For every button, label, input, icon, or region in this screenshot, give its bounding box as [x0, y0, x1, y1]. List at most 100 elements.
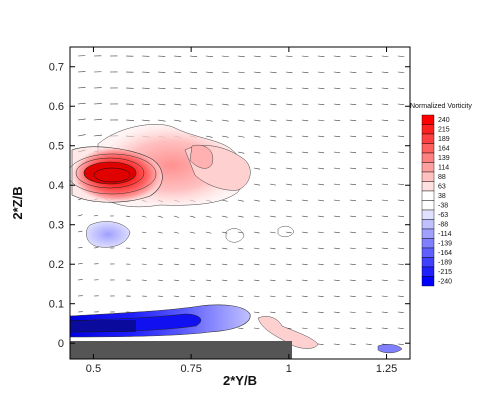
velocity-vector [237, 151, 245, 154]
velocity-vector [317, 135, 325, 138]
velocity-vector [253, 151, 261, 154]
velocity-vector [269, 215, 276, 218]
wing-leading-strip [70, 320, 136, 332]
velocity-vector [365, 87, 373, 90]
velocity-vector [349, 247, 356, 250]
velocity-vector [189, 295, 196, 297]
velocity-vector [333, 103, 341, 106]
velocity-vector [253, 87, 261, 90]
velocity-vector [397, 215, 404, 217]
velocity-vector [269, 263, 276, 266]
velocity-vector [333, 151, 341, 154]
velocity-vector [381, 263, 388, 265]
y-tick-label: 0 [58, 338, 64, 350]
velocity-vector [381, 87, 389, 89]
velocity-vector [269, 87, 277, 90]
legend-swatch [421, 162, 435, 173]
velocity-vector [157, 231, 163, 234]
velocity-vector [301, 183, 308, 186]
velocity-vector [285, 135, 293, 138]
velocity-vector [349, 119, 357, 122]
velocity-vector [349, 55, 357, 57]
velocity-vector [237, 71, 245, 74]
velocity-vector [365, 167, 373, 170]
velocity-vector [301, 263, 308, 266]
y-tick-label: 0.2 [49, 259, 64, 271]
velocity-vector [221, 231, 228, 234]
velocity-vector [333, 215, 340, 218]
velocity-vector [141, 231, 147, 234]
velocity-vector [173, 55, 182, 57]
velocity-vector [269, 167, 277, 170]
velocity-vector [221, 135, 229, 138]
velocity-vector [381, 295, 388, 297]
velocity-vector [269, 183, 276, 186]
velocity-vector [77, 134, 86, 137]
velocity-vector [237, 279, 244, 282]
velocity-vector [349, 135, 357, 138]
velocity-vector [141, 215, 147, 218]
negative-boundary-layer-inner [70, 313, 202, 333]
velocity-vector [381, 119, 389, 122]
velocity-vector [301, 87, 309, 90]
velocity-vector [269, 55, 277, 58]
velocity-vector [157, 263, 163, 265]
velocity-vector [301, 55, 309, 58]
velocity-vector [333, 263, 340, 266]
velocity-vector [381, 135, 389, 138]
legend-swatch [421, 124, 435, 135]
velocity-vector [237, 87, 245, 90]
velocity-vector [317, 231, 324, 234]
velocity-vector [205, 135, 213, 138]
velocity-vector [77, 230, 83, 233]
legend-swatch [421, 143, 435, 154]
velocity-vector [269, 103, 277, 106]
velocity-vector [269, 135, 277, 138]
velocity-vector [301, 279, 308, 282]
small-contour-b [277, 225, 295, 237]
legend-swatch [421, 181, 435, 192]
velocity-vector [349, 295, 356, 297]
legend-level-label: 215 [438, 127, 450, 134]
velocity-vector [397, 279, 404, 281]
legend-swatch [421, 209, 435, 220]
velocity-vector [317, 87, 325, 90]
velocity-vector [237, 103, 245, 106]
velocity-vector [349, 311, 356, 313]
velocity-vector [333, 231, 340, 234]
velocity-vector [237, 295, 244, 298]
velocity-vector [141, 103, 150, 106]
x-axis-ticks: 0.5 0.75 1 1.25 [86, 47, 397, 375]
velocity-vector [381, 167, 389, 170]
velocity-vector [157, 279, 163, 281]
legend-swatch [421, 152, 435, 163]
velocity-vector [397, 71, 405, 73]
velocity-vector [333, 135, 341, 138]
velocity-vector [333, 87, 341, 90]
velocity-vector [93, 134, 103, 137]
y-tick-label: 0.3 [49, 220, 64, 232]
velocity-vector [157, 87, 166, 90]
velocity-vector [205, 55, 213, 58]
velocity-vector [285, 55, 293, 58]
velocity-vector [189, 55, 198, 57]
legend-level-label: 139 [438, 155, 450, 162]
velocity-vector [189, 247, 196, 250]
velocity-vector [349, 87, 357, 90]
positive-vortex-contour-3 [93, 167, 131, 183]
velocity-vector [205, 103, 213, 106]
velocity-vector [93, 214, 99, 217]
velocity-vector [205, 247, 212, 250]
velocity-vector [221, 247, 228, 250]
velocity-vector [381, 71, 389, 73]
velocity-vector [349, 263, 356, 266]
wake-positive-patch [257, 316, 319, 349]
velocity-vector [349, 279, 356, 281]
legend-swatch [421, 257, 435, 268]
legend-level-label: 240 [438, 117, 450, 124]
velocity-vector [381, 151, 389, 154]
legend-swatch [421, 228, 435, 239]
velocity-vector [285, 87, 293, 90]
velocity-vector [221, 263, 228, 266]
velocity-vector [205, 231, 212, 234]
